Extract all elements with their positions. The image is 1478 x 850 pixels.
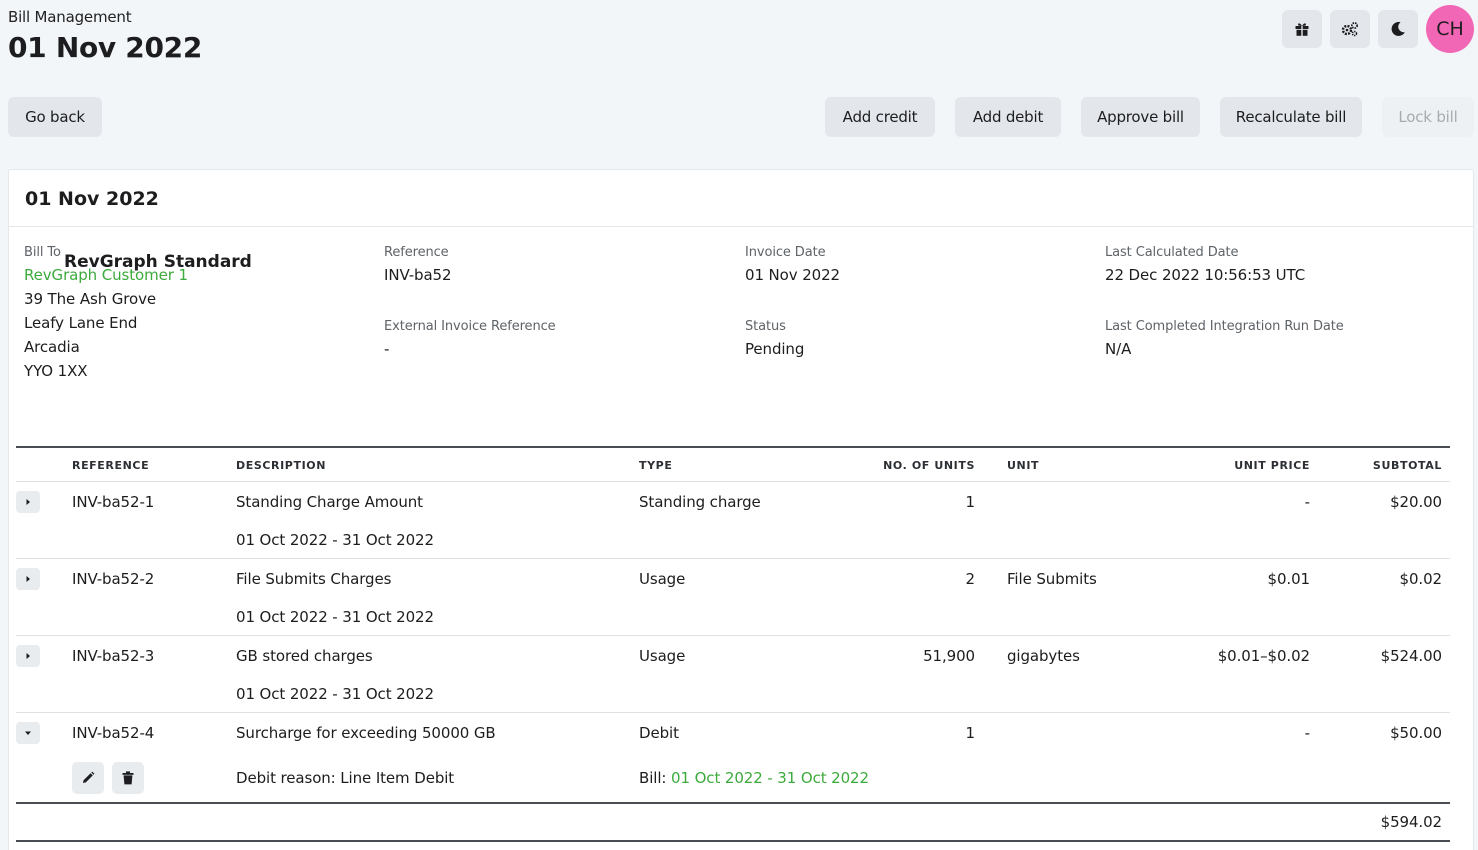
row-reference: INV-ba52-2 xyxy=(72,570,155,588)
row-subtotal: $20.00 xyxy=(1390,493,1442,511)
last-integration-label: Last Completed Integration Run Date xyxy=(1105,319,1344,334)
row-expand-button[interactable] xyxy=(16,491,40,513)
row-type: Debit xyxy=(639,724,679,742)
bill-prefix: Bill: xyxy=(639,769,667,787)
add-credit-button[interactable]: Add credit xyxy=(825,97,935,137)
status-label: Status xyxy=(745,319,786,334)
reference-value: INV-ba52 xyxy=(384,266,452,284)
column-header-unit: UNIT xyxy=(1007,459,1040,472)
row-unit-price: - xyxy=(1304,493,1310,511)
settings-button[interactable] xyxy=(1330,10,1370,48)
divider xyxy=(16,558,1450,559)
gift-button[interactable] xyxy=(1282,10,1322,48)
external-reference-label: External Invoice Reference xyxy=(384,319,556,334)
row-subtotal: $50.00 xyxy=(1390,724,1442,742)
row-type: Usage xyxy=(639,647,686,665)
row-reference: INV-ba52-4 xyxy=(72,724,155,742)
invoice-date-value: 01 Nov 2022 xyxy=(745,266,840,284)
row-period: 01 Oct 2022 - 31 Oct 2022 xyxy=(236,608,434,626)
lock-bill-button[interactable]: Lock bill xyxy=(1382,97,1474,137)
customer-link[interactable]: RevGraph Customer 1 xyxy=(24,266,188,284)
caret-down-icon xyxy=(25,731,31,735)
column-header-description: DESCRIPTION xyxy=(236,459,327,472)
caret-right-icon xyxy=(26,576,30,582)
row-description: Surcharge for exceeding 50000 GB xyxy=(236,724,496,742)
recalculate-bill-button[interactable]: Recalculate bill xyxy=(1220,97,1362,137)
row-unit-price: $0.01–$0.02 xyxy=(1217,647,1310,665)
plan-name: RevGraph Standard xyxy=(64,252,252,272)
address-line: Leafy Lane End xyxy=(24,314,138,332)
invoice-date-label: Invoice Date xyxy=(745,245,826,260)
row-period: 01 Oct 2022 - 31 Oct 2022 xyxy=(236,685,434,703)
row-units: 51,900 xyxy=(923,647,975,665)
debit-bill-reference: Bill: 01 Oct 2022 - 31 Oct 2022 xyxy=(639,769,869,787)
caret-right-icon xyxy=(26,499,30,505)
row-unit: File Submits xyxy=(1007,570,1097,588)
row-units: 1 xyxy=(965,493,976,511)
bill-to-label: Bill To xyxy=(24,245,61,260)
column-header-unit-price: UNIT PRICE xyxy=(1234,459,1310,472)
address-line: Arcadia xyxy=(24,338,80,356)
row-reference: INV-ba52-3 xyxy=(72,647,155,665)
row-unit-price: - xyxy=(1304,724,1310,742)
last-calculated-value: 22 Dec 2022 10:56:53 UTC xyxy=(1105,266,1306,284)
row-type: Usage xyxy=(639,570,686,588)
caret-right-icon xyxy=(26,653,30,659)
row-subtotal: $0.02 xyxy=(1399,570,1443,588)
last-calculated-label: Last Calculated Date xyxy=(1105,245,1239,260)
row-expand-button[interactable] xyxy=(16,645,40,667)
status-value: Pending xyxy=(745,340,805,358)
row-unit-price: $0.01 xyxy=(1267,570,1311,588)
go-back-button[interactable]: Go back xyxy=(8,97,102,137)
divider xyxy=(16,712,1450,713)
row-period: 01 Oct 2022 - 31 Oct 2022 xyxy=(236,531,434,549)
column-header-reference: REFERENCE xyxy=(72,459,150,472)
edit-debit-button[interactable] xyxy=(72,762,104,794)
avatar[interactable]: CH xyxy=(1426,5,1474,53)
debit-reason: Debit reason: Line Item Debit xyxy=(236,769,455,787)
table-bottom-rule xyxy=(16,802,1450,804)
bill-total: $594.02 xyxy=(1380,813,1442,831)
address-line: YYO 1XX xyxy=(24,362,88,380)
add-debit-button[interactable]: Add debit xyxy=(955,97,1061,137)
row-unit: gigabytes xyxy=(1007,647,1080,665)
gift-icon xyxy=(1295,23,1309,36)
divider xyxy=(16,481,1450,482)
card-title: 01 Nov 2022 xyxy=(25,188,159,210)
row-description-link[interactable]: File Submits Charges xyxy=(236,570,392,588)
trash-icon xyxy=(122,771,134,785)
row-units: 2 xyxy=(965,570,976,588)
last-integration-value: N/A xyxy=(1105,340,1132,358)
row-description-link[interactable]: Standing Charge Amount xyxy=(236,493,423,511)
page-title: 01 Nov 2022 xyxy=(8,31,203,64)
column-header-subtotal: SUBTOTAL xyxy=(1372,459,1442,472)
external-reference-value: - xyxy=(384,340,390,358)
row-collapse-button[interactable] xyxy=(16,722,40,744)
moon-icon xyxy=(1391,21,1405,36)
approve-bill-button[interactable]: Approve bill xyxy=(1081,97,1200,137)
table-total-rule xyxy=(16,840,1450,842)
bill-period-link[interactable]: 01 Oct 2022 - 31 Oct 2022 xyxy=(671,769,869,787)
pencil-icon xyxy=(83,771,95,783)
row-units: 1 xyxy=(965,724,976,742)
reference-label: Reference xyxy=(384,245,449,260)
divider xyxy=(16,635,1450,636)
delete-debit-button[interactable] xyxy=(112,762,144,794)
table-top-rule xyxy=(16,446,1450,448)
theme-toggle-button[interactable] xyxy=(1378,10,1418,48)
bill-card: 01 Nov 2022 xyxy=(8,169,1474,850)
row-reference: INV-ba52-1 xyxy=(72,493,155,511)
row-type: Standing charge xyxy=(639,493,761,511)
divider xyxy=(9,226,1473,227)
row-description-link[interactable]: GB stored charges xyxy=(236,647,373,665)
column-header-type: TYPE xyxy=(639,459,673,472)
row-expand-button[interactable] xyxy=(16,568,40,590)
column-header-units: NO. OF UNITS xyxy=(883,459,975,472)
settings-icon xyxy=(1341,22,1358,37)
row-subtotal: $524.00 xyxy=(1380,647,1442,665)
breadcrumb: Bill Management xyxy=(8,8,132,26)
address-line: 39 The Ash Grove xyxy=(24,290,157,308)
